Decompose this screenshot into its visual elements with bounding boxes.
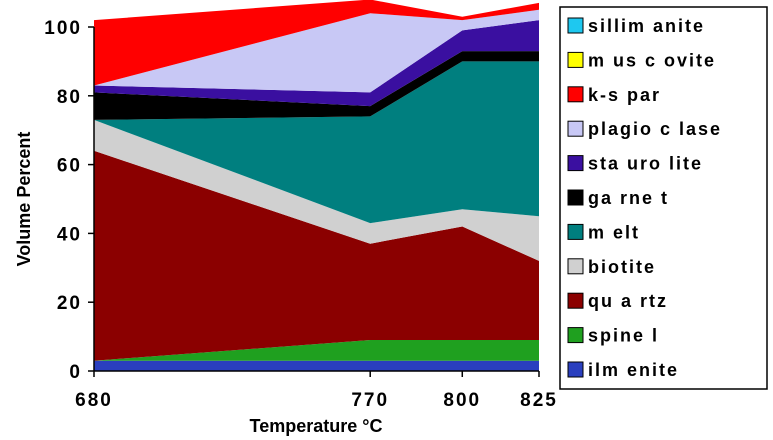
area-k-spar: [94, 0, 539, 86]
area-plagioclase: [94, 9, 539, 93]
area-series-group: [94, 0, 539, 371]
x-tick-label: 800: [443, 390, 481, 411]
legend-swatch-k-spar: [567, 86, 584, 103]
x-tick-label: 825: [520, 390, 558, 411]
area-melt: [94, 61, 539, 224]
legend-swatch-quartz: [567, 292, 584, 309]
legend-swatch-plagioclase: [567, 120, 584, 137]
area-ilmenite: [94, 360, 539, 371]
legend-label-k-spar: k-s par: [588, 85, 661, 105]
legend-items: sillim anite m us c ovite k-s par plagio c …: [567, 16, 722, 380]
y-tick-label: 0: [69, 362, 82, 383]
area-quartz: [94, 150, 539, 361]
legend-label-plagioclase: plagio c lase: [588, 119, 722, 139]
legend-label-garnet: ga rne t: [588, 188, 669, 208]
x-ticks: 680 770 800 825: [75, 371, 558, 411]
legend-label-sillimanite: sillim anite: [588, 16, 705, 36]
legend-swatch-garnet: [567, 189, 584, 206]
area-biotite: [94, 119, 539, 261]
legend-swatch-melt: [567, 223, 584, 240]
legend-swatch-ilmenite: [567, 361, 584, 378]
y-axis-label: Volume Percent: [14, 132, 34, 267]
legend-swatch-spinel: [567, 327, 584, 344]
y-tick-label: 20: [57, 293, 82, 314]
y-ticks: 0 20 40 60 80 100: [44, 18, 94, 383]
legend-label-melt: m elt: [588, 222, 640, 242]
y-tick-label: 40: [57, 224, 82, 245]
area-garnet: [94, 51, 539, 120]
x-tick-label: 680: [75, 390, 113, 411]
legend-swatch-staurolite: [567, 155, 584, 172]
legend-box: [559, 6, 768, 390]
legend-label-muscovite: m us c ovite: [588, 50, 716, 70]
x-tick-label: 770: [351, 390, 389, 411]
area-staurolite: [94, 20, 539, 107]
legend-label-biotite: biotite: [588, 257, 656, 277]
y-tick-label: 80: [57, 87, 82, 108]
legend: sillim anite m us c ovite k-s par plagio c …: [559, 6, 768, 390]
area-spinel: [94, 340, 539, 361]
legend-swatch-biotite: [567, 258, 584, 275]
y-tick-label: 100: [44, 18, 82, 39]
legend-label-spinel: spine l: [588, 326, 659, 346]
legend-label-quartz: qu a rtz: [588, 291, 668, 311]
x-axis-label: Temperature °C: [250, 416, 383, 436]
legend-label-ilmenite: ilm enite: [588, 360, 679, 380]
y-tick-label: 60: [57, 156, 82, 177]
legend-label-staurolite: sta uro lite: [588, 154, 703, 174]
axes: [93, 27, 539, 372]
legend-swatch-muscovite: [567, 51, 584, 68]
legend-swatch-sillimanite: [567, 17, 584, 34]
